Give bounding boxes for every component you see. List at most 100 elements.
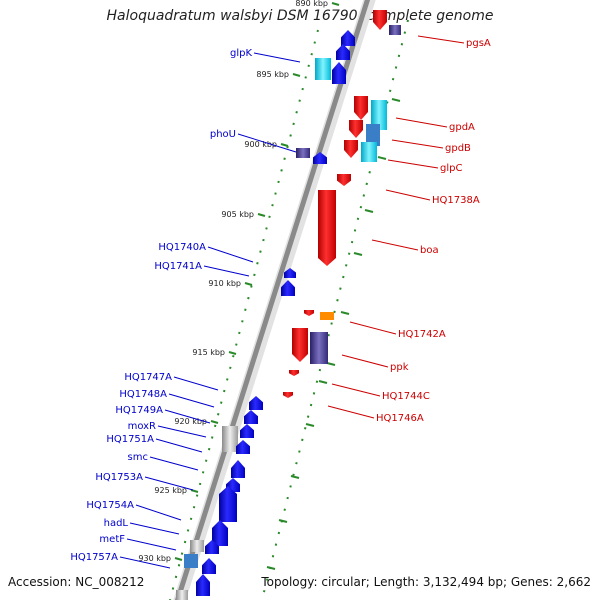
label-leader	[371, 239, 419, 251]
label-leader	[135, 504, 182, 521]
inner-track	[169, 29, 319, 600]
label-leader	[237, 133, 297, 153]
track-tick	[326, 362, 336, 366]
purple-feature	[296, 148, 310, 158]
gene-label-left: moxR	[128, 421, 156, 432]
gene-label-left: phoU	[210, 129, 236, 140]
kbp-label: 920 kbp	[174, 417, 207, 426]
kbp-tick	[292, 73, 301, 77]
track-tick	[377, 156, 387, 160]
track-tick	[305, 423, 315, 427]
kbp-tick	[280, 143, 289, 147]
forward-gene-arrow	[196, 574, 210, 596]
accession-text: Accession: NC_008212	[8, 575, 145, 589]
gene-label-left: glpK	[230, 48, 252, 59]
reverse-gene-arrow	[304, 310, 314, 316]
label-leaders	[119, 35, 465, 569]
gene-label-right: HQ1742A	[398, 329, 446, 340]
label-leader	[168, 393, 215, 408]
blue-feature	[184, 554, 198, 568]
gene-label-right: boa	[420, 245, 439, 256]
gene-label-left: HQ1749A	[115, 405, 163, 416]
gene-label-right: HQ1746A	[376, 413, 424, 424]
label-leader	[391, 139, 444, 149]
gene-label-left: metF	[99, 534, 125, 545]
track-tick	[266, 566, 276, 570]
track-tick	[364, 209, 374, 213]
forward-gene-arrow	[219, 486, 237, 522]
topology-text: Topology: circular; Length: 3,132,494 bp…	[261, 575, 591, 589]
label-leader	[149, 456, 199, 471]
genome-backbone	[174, 0, 371, 600]
grey-feature	[190, 540, 204, 552]
reverse-gene-arrow	[354, 96, 368, 120]
cyan-feature	[315, 58, 331, 80]
kbp-label: 925 kbp	[154, 486, 187, 495]
track-tick	[340, 311, 350, 315]
track-tick	[290, 475, 300, 479]
kbp-label: 890 kbp	[295, 0, 328, 8]
forward-gene-arrow	[281, 280, 295, 296]
kbp-tick	[174, 557, 183, 561]
forward-gene-arrow	[205, 540, 219, 554]
orange-feature	[320, 312, 334, 320]
reverse-gene-arrow	[292, 328, 308, 362]
purple-feature	[310, 332, 328, 364]
forward-gene-arrow	[332, 62, 346, 84]
forward-gene-arrow	[249, 396, 263, 410]
forward-gene-arrow	[284, 268, 296, 278]
gene-label-left: smc	[128, 452, 148, 463]
label-leader	[129, 522, 180, 535]
track-tick	[391, 98, 401, 102]
label-leader	[173, 376, 219, 391]
reverse-gene-arrow	[337, 174, 351, 186]
forward-gene-arrow	[202, 558, 216, 574]
purple-feature	[389, 25, 401, 35]
forward-gene-arrow	[231, 460, 245, 478]
label-leader	[155, 438, 203, 453]
kbp-label: 930 kbp	[138, 554, 171, 563]
forward-gene-arrow	[336, 44, 350, 60]
kbp-scale: 890 kbp 895 kbp 900 kbp 905 kbp 910 kbp 915 k…	[138, 0, 401, 570]
label-leader	[327, 405, 375, 419]
map-title: Haloquadratum walsbyi DSM 16790, complet…	[106, 8, 494, 24]
gene-label-left: HQ1751A	[106, 434, 154, 445]
gene-label-right: pgsA	[466, 38, 491, 49]
gene-features	[176, 10, 401, 600]
forward-gene-arrow	[212, 520, 228, 546]
blue-feature	[366, 124, 380, 146]
label-leader	[331, 383, 381, 397]
kbp-label: 910 kbp	[208, 279, 241, 288]
forward-gene-arrow	[244, 410, 258, 424]
reverse-gene-arrow	[283, 392, 293, 398]
label-leader	[385, 189, 431, 201]
gene-label-right: ppk	[390, 362, 409, 373]
gene-label-right: gpdB	[445, 143, 471, 154]
label-leader	[417, 35, 465, 44]
label-leader	[387, 159, 439, 169]
gene-label-right: HQ1744C	[382, 391, 430, 402]
label-leader	[126, 538, 177, 551]
kbp-tick	[257, 213, 266, 217]
gene-label-left: HQ1741A	[154, 261, 202, 272]
cyan-feature	[361, 142, 377, 162]
reverse-gene-arrow	[344, 140, 358, 158]
label-leader	[119, 556, 171, 569]
forward-gene-arrow	[341, 30, 355, 46]
kbp-label: 895 kbp	[256, 70, 289, 79]
label-leader	[164, 409, 211, 424]
grey-feature	[176, 590, 188, 600]
gene-label-left: HQ1754A	[86, 500, 134, 511]
reverse-gene-arrow	[349, 120, 363, 138]
kbp-label: 900 kbp	[244, 140, 277, 149]
gene-labels: glpK phoU HQ1740A HQ1741A HQ1747A HQ1748A HQ17…	[70, 38, 491, 563]
forward-gene-arrow	[240, 424, 254, 438]
label-leader	[157, 425, 207, 438]
forward-gene-arrow	[313, 152, 327, 164]
kbp-label: 905 kbp	[221, 210, 254, 219]
gene-label-left: HQ1748A	[119, 389, 167, 400]
gene-label-left: HQ1753A	[95, 472, 143, 483]
label-leader	[203, 265, 250, 277]
kbp-tick	[210, 420, 219, 424]
